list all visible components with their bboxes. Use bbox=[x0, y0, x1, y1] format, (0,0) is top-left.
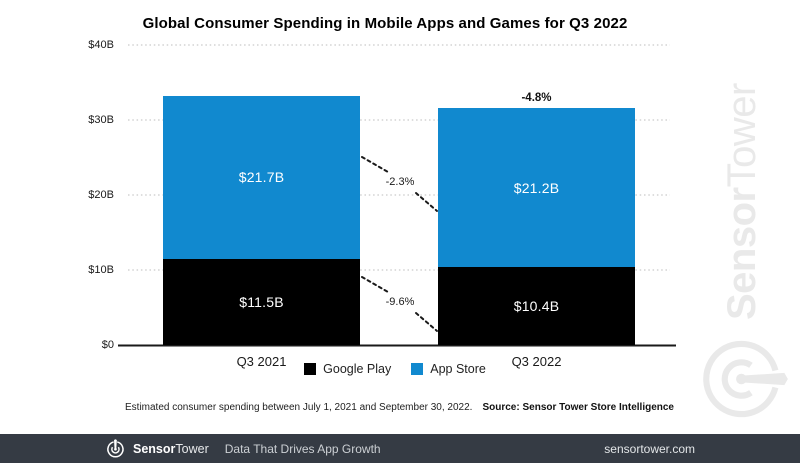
sensor-tower-logo-icon bbox=[703, 340, 788, 418]
chart-legend: Google Play App Store bbox=[120, 362, 670, 376]
x-axis-category-label: Q3 2022 bbox=[511, 354, 562, 369]
x-axis-category-label: Q3 2021 bbox=[236, 354, 287, 369]
y-axis-tick-label: $40B bbox=[88, 39, 114, 51]
bar-segment-google-play-q3-2021: $11.5B bbox=[163, 258, 360, 345]
y-axis-tick-label: $10B bbox=[88, 264, 114, 276]
y-axis-tick-label: $20B bbox=[88, 189, 114, 201]
chart-title: Global Consumer Spending in Mobile Apps … bbox=[142, 15, 628, 32]
legend-label-google-play: Google Play bbox=[323, 362, 392, 376]
bar-value-label: $10.4B bbox=[513, 298, 560, 314]
footer-tagline: Data That Drives App Growth bbox=[224, 441, 381, 456]
legend-item-google-play[interactable]: Google Play bbox=[304, 362, 391, 376]
total-change-annotation: -4.8% bbox=[521, 92, 552, 104]
y-axis-tick-label: $30B bbox=[88, 114, 114, 126]
bar-segment-app-store-q3-2021: $21.7B bbox=[163, 96, 360, 259]
bar-segment-app-store-q3-2022: $21.2B bbox=[438, 108, 635, 267]
bar-value-label: $11.5B bbox=[239, 293, 284, 310]
footer-brand-bold: Sensor bbox=[133, 441, 176, 456]
bar-segment-google-play-q3-2022: $10.4B bbox=[438, 267, 635, 345]
source-attribution: Source: Sensor Tower Store Intelligence bbox=[482, 402, 674, 413]
bar-value-label: $21.7B bbox=[238, 169, 285, 186]
bar-value-label: $21.2B bbox=[513, 179, 560, 196]
chart-plot-area: $0 $10B $20B $30B $40B $11.5B $21.7B Q3 2021 $10… bbox=[88, 39, 635, 369]
footer-brand-light: Tower bbox=[175, 441, 209, 456]
legend-label-app-store: App Store bbox=[430, 362, 486, 376]
app-store-change-annotation: -2.3% bbox=[385, 176, 415, 188]
sensor-tower-footer-logo-icon bbox=[107, 439, 124, 458]
y-axis-tick-label: $0 bbox=[101, 339, 114, 351]
app-store-swatch-icon bbox=[411, 363, 424, 375]
footer-url-link[interactable]: sensortower.com bbox=[604, 441, 695, 456]
footnote-text: Estimated consumer spending between July… bbox=[125, 402, 473, 413]
google-play-swatch-icon bbox=[304, 363, 317, 375]
google-play-change-annotation: -9.6% bbox=[385, 296, 415, 308]
footer-bar: SensorTower Data That Drives App Growth … bbox=[0, 434, 800, 463]
legend-item-app-store[interactable]: App Store bbox=[411, 362, 486, 376]
footer-brand-text: SensorTower bbox=[133, 442, 209, 456]
